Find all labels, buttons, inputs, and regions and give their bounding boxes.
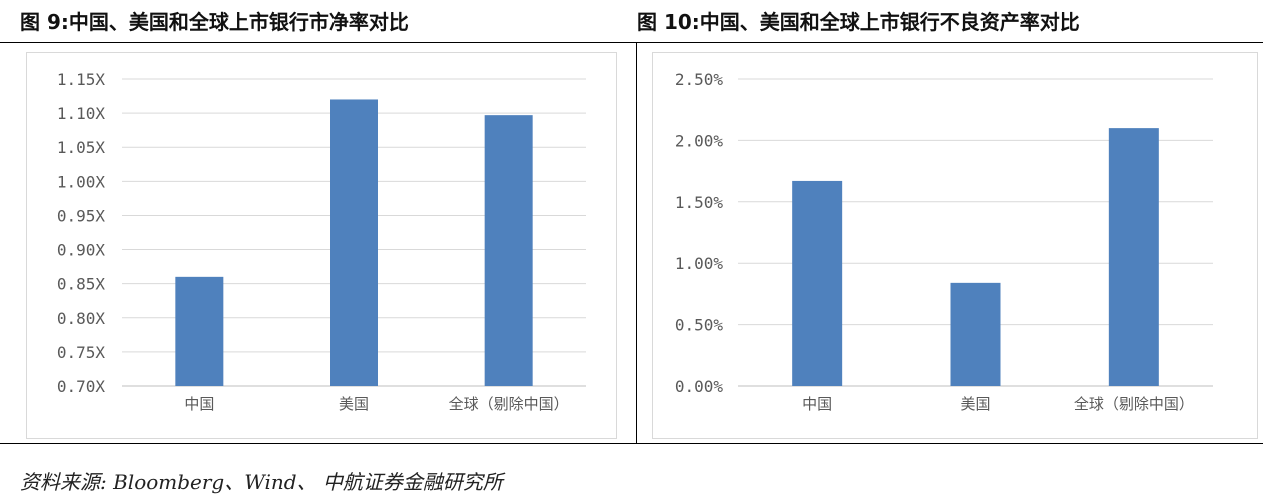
npl-ratio-chart-panel: 0.00% 0.50% 1.00% 1.50% 2.00% 2.50% 中国 美国 全球（剔除中… (652, 52, 1258, 439)
bar (330, 99, 378, 386)
y-tick-label: 0.75X (57, 343, 106, 362)
npl-ratio-chart: 0.00% 0.50% 1.00% 1.50% 2.00% 2.50% 中国 美国 全球（剔除中… (675, 70, 1213, 413)
y-tick-label: 1.00X (57, 172, 106, 191)
right-chart-title: 图 10:中国、美国和全球上市银行不良资产率对比 (637, 10, 1080, 34)
top-divider (0, 42, 1263, 43)
x-category-label: 全球（剔除中国） (1074, 395, 1194, 413)
bottom-divider (0, 443, 1263, 444)
left-chart-title: 图 9:中国、美国和全球上市银行市净率对比 (20, 10, 409, 34)
y-tick-label: 0.90X (57, 241, 106, 260)
pb-ratio-chart: 0.70X 0.75X 0.80X 0.85X 0.90X 0.95X 1.00X 1.05X… (57, 70, 586, 413)
y-tick-label: 0.80X (57, 309, 106, 328)
y-tick-label: 0.50% (675, 316, 724, 335)
y-tick-label: 0.85X (57, 275, 106, 294)
bar (1108, 128, 1159, 386)
y-tick-label: 2.50% (675, 70, 724, 89)
x-category-label: 美国 (339, 395, 369, 413)
y-tick-label: 0.70X (57, 377, 106, 396)
y-tick-label: 1.10X (57, 104, 106, 123)
y-tick-label: 2.00% (675, 131, 724, 150)
bar (484, 115, 533, 386)
x-category-label: 中国 (802, 395, 832, 413)
y-tick-label: 1.05X (57, 138, 106, 157)
y-tick-label: 0.00% (675, 377, 724, 396)
x-category-label: 美国 (960, 395, 990, 413)
pb-ratio-chart-panel: 0.70X 0.75X 0.80X 0.85X 0.90X 0.95X 1.00X 1.05X… (26, 52, 617, 439)
x-category-label: 全球（剔除中国） (449, 395, 569, 413)
bar (175, 276, 224, 386)
y-tick-label: 0.95X (57, 206, 106, 225)
x-category-label: 中国 (184, 395, 214, 413)
bar (950, 282, 1001, 386)
source-note: 资料来源: Bloomberg、Wind、 中航证券金融研究所 (20, 470, 503, 494)
y-tick-label: 1.00% (675, 254, 724, 273)
middle-divider (636, 43, 637, 443)
bar (792, 180, 843, 386)
y-tick-label: 1.50% (675, 193, 724, 212)
y-tick-label: 1.15X (57, 70, 106, 89)
